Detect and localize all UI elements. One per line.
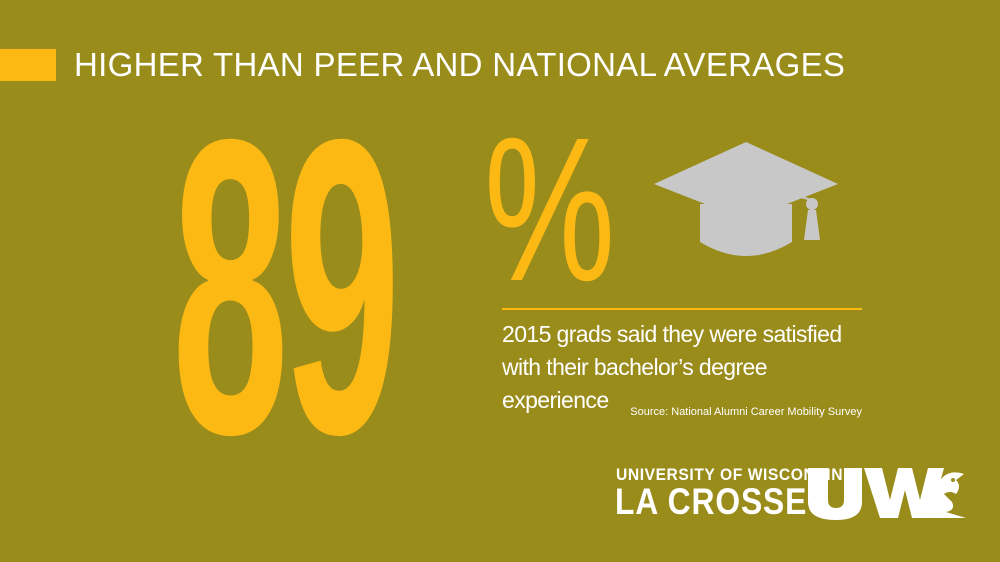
graduation-cap-icon <box>654 142 838 256</box>
uwl-eagle-logo <box>808 468 966 520</box>
divider <box>502 308 862 310</box>
logo-campus-line: LA CROSSE <box>615 481 808 522</box>
logo-university-line: UNIVERSITY OF WISCONSIN <box>616 465 844 484</box>
percent-symbol: % <box>484 95 616 324</box>
headline: HIGHER THAN PEER AND NATIONAL AVERAGES <box>74 46 846 83</box>
accent-bar <box>0 49 56 81</box>
caption: 2015 grads said they were satisfied with… <box>502 321 842 413</box>
stat-value: 89 <box>172 53 401 522</box>
source-note: Source: National Alumni Career Mobility … <box>630 406 862 418</box>
